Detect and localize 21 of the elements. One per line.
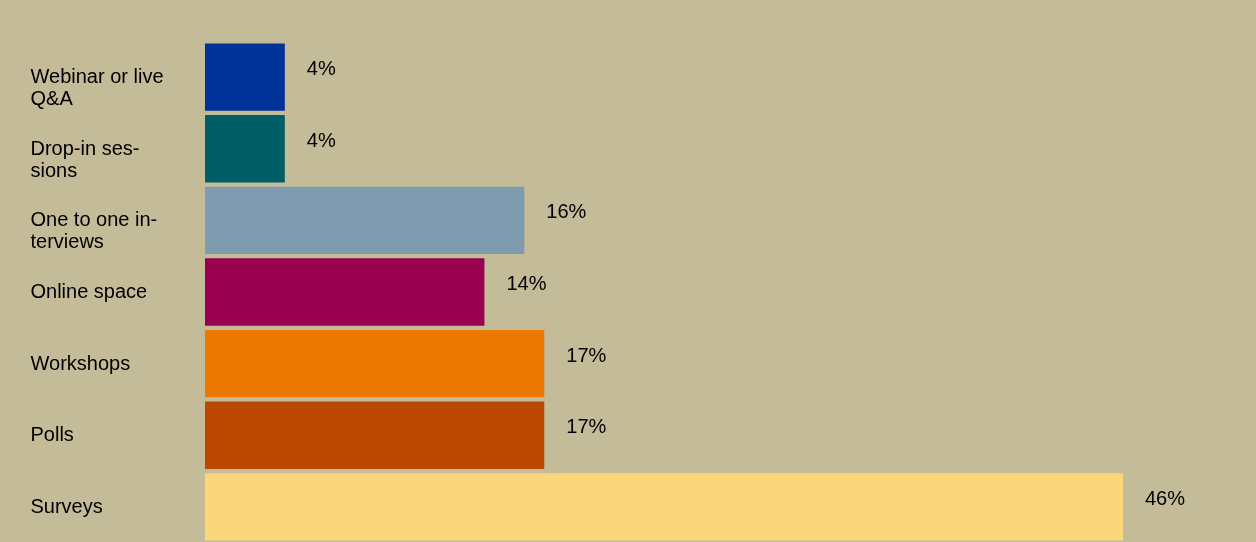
data-label: 16% bbox=[546, 200, 587, 223]
bar bbox=[205, 186, 525, 255]
y-tick-label: Workshops bbox=[30, 351, 131, 374]
data-label: 17% bbox=[566, 343, 607, 366]
data-label: 17% bbox=[566, 415, 607, 438]
y-tick-label: Drop-in ses- sions bbox=[30, 136, 140, 181]
data-label: 4% bbox=[306, 128, 336, 151]
bar bbox=[205, 115, 285, 183]
y-tick-label: Polls bbox=[30, 423, 74, 446]
y-tick-label: Webinar or live Q&A bbox=[30, 65, 164, 110]
bar bbox=[205, 258, 485, 326]
bar bbox=[205, 329, 545, 398]
y-tick-label: One to one in- terviews bbox=[30, 208, 158, 253]
y-tick-label: Online space bbox=[30, 280, 148, 302]
bar bbox=[205, 43, 285, 111]
y-tick-label: Surveys bbox=[30, 494, 103, 517]
bar bbox=[205, 473, 1123, 541]
data-label: 46% bbox=[1145, 486, 1186, 509]
data-label: 14% bbox=[506, 272, 547, 294]
bar bbox=[205, 401, 545, 469]
data-label: 4% bbox=[306, 57, 336, 80]
